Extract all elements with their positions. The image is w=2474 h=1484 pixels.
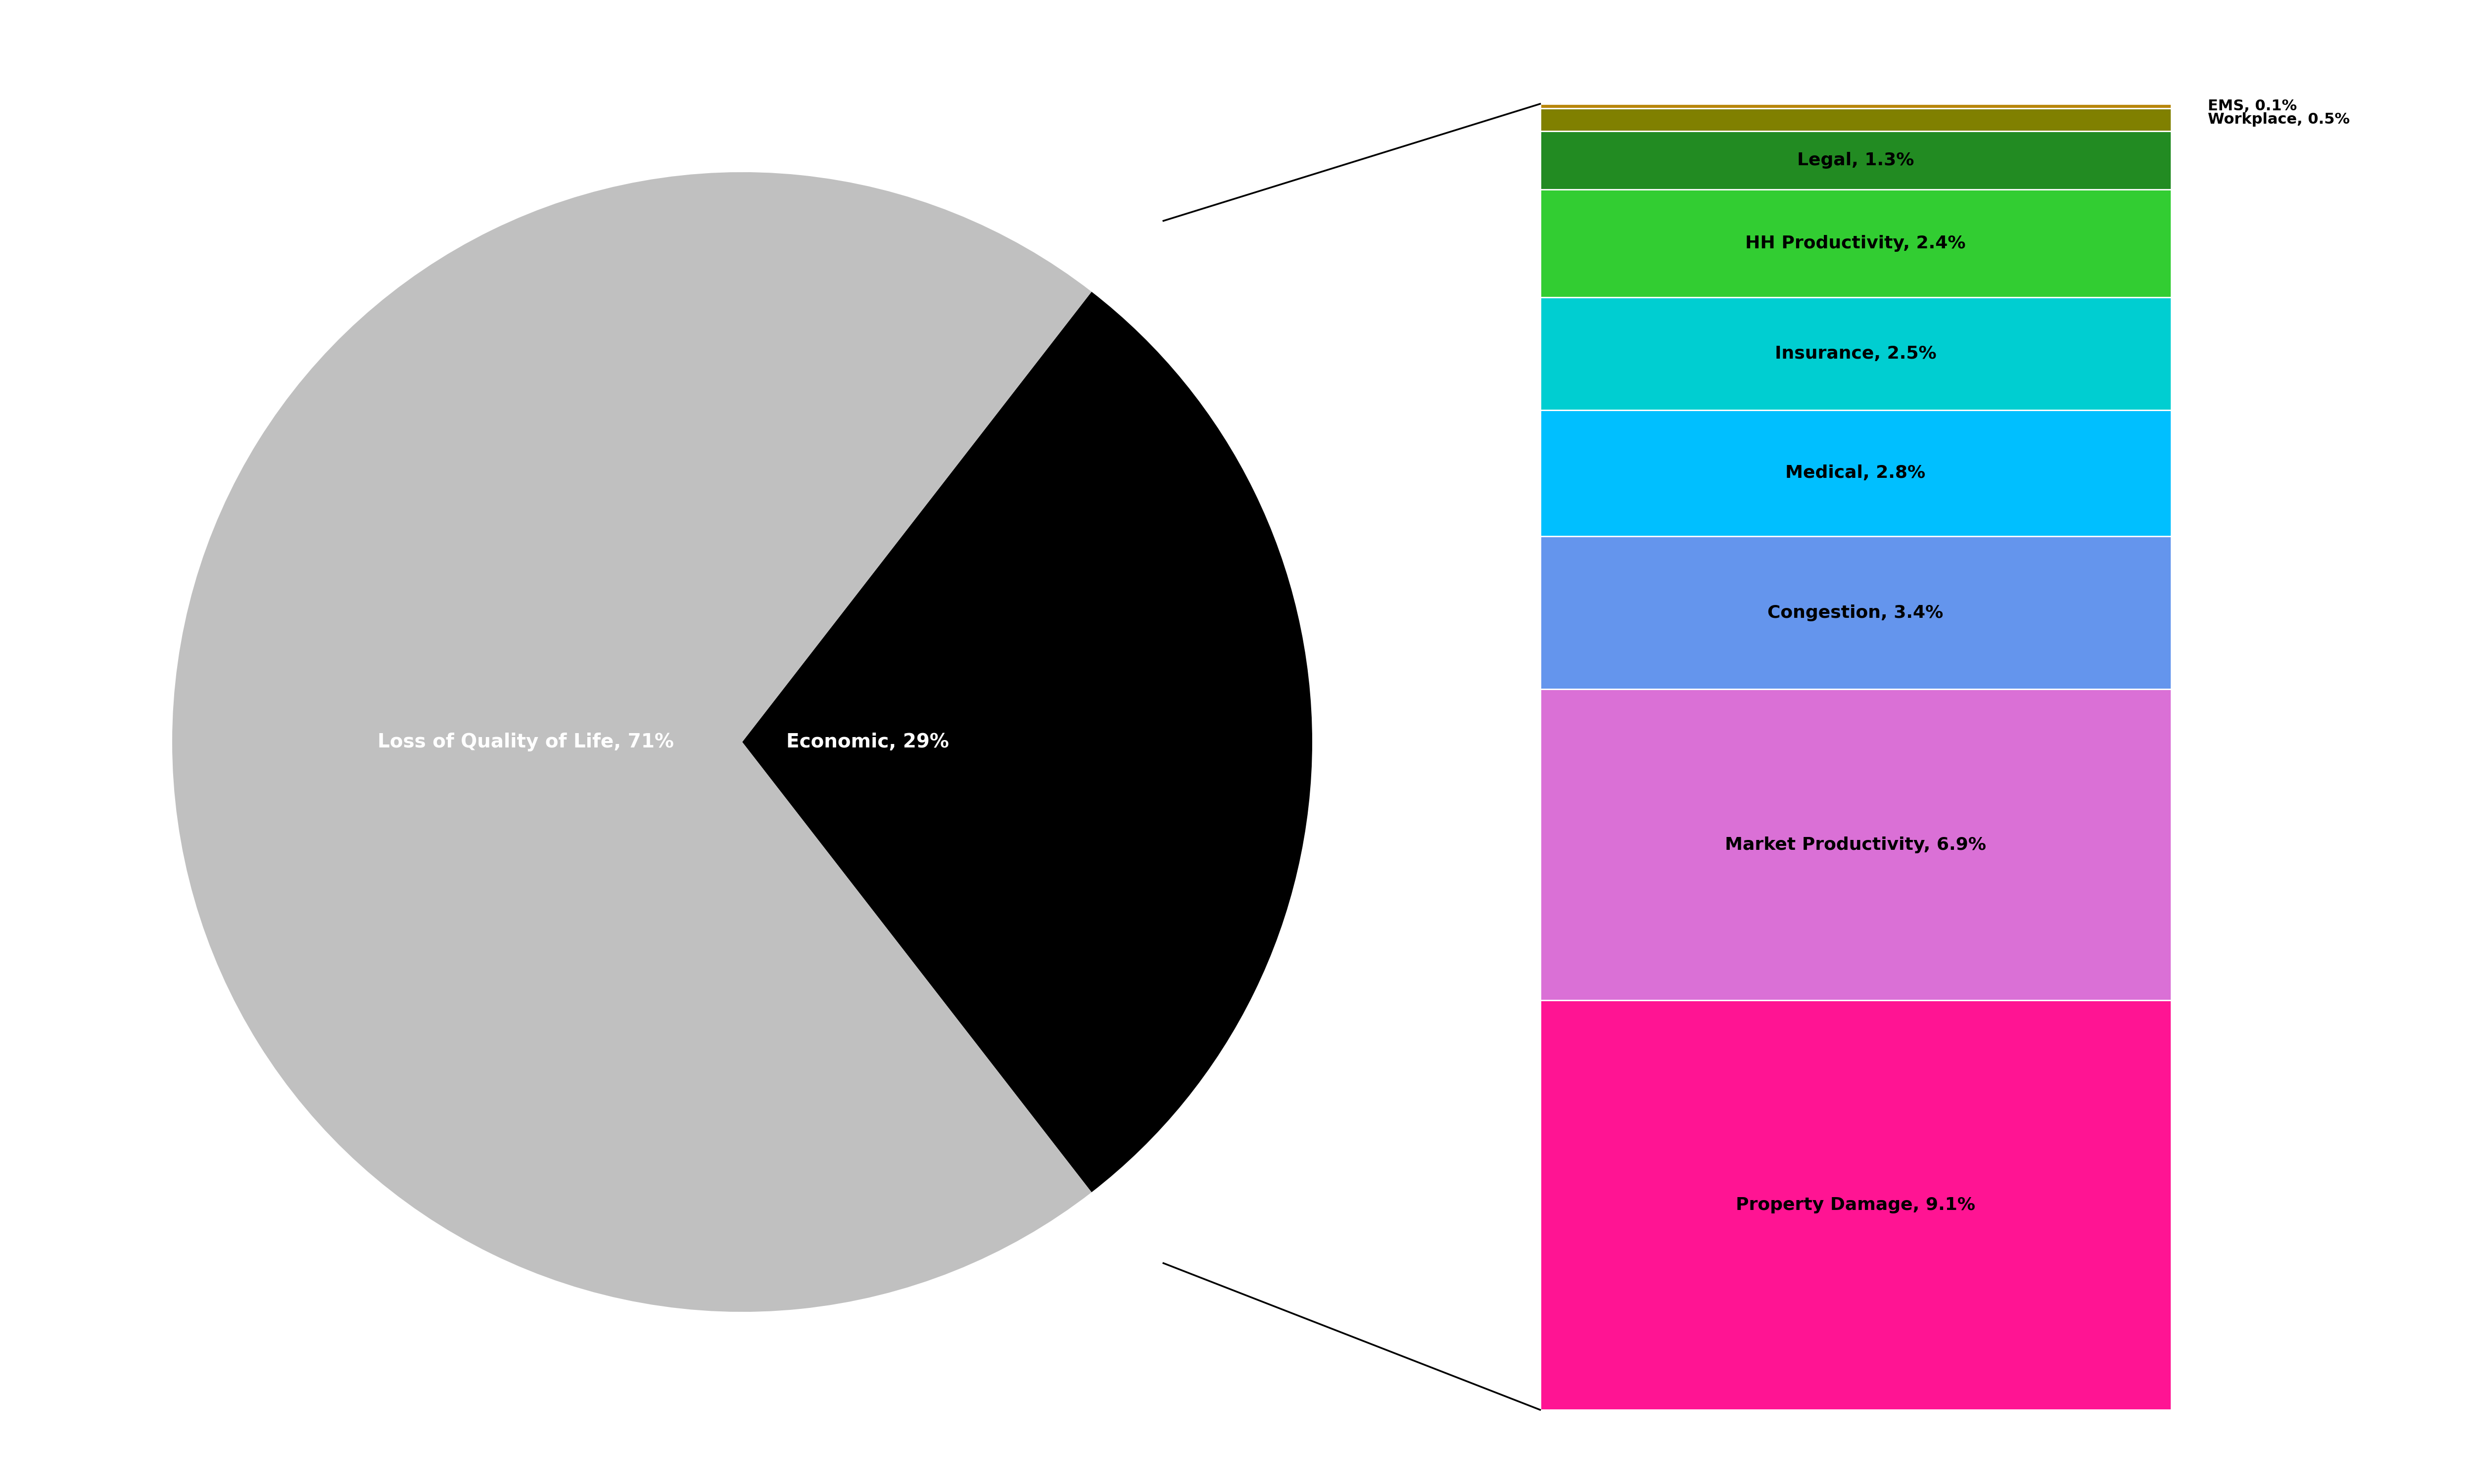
Text: Economic, 29%: Economic, 29%: [787, 733, 950, 751]
Bar: [1539, 689, 2172, 1000]
Bar: [1539, 131, 2172, 190]
Bar: [1539, 1000, 2172, 1410]
Text: Loss of Quality of Life, 71%: Loss of Quality of Life, 71%: [379, 733, 673, 751]
Wedge shape: [742, 292, 1311, 1192]
Text: Medical, 2.8%: Medical, 2.8%: [1786, 464, 1925, 481]
Bar: [1539, 108, 2172, 131]
Text: EMS, 0.1%: EMS, 0.1%: [2209, 99, 2298, 113]
Bar: [1539, 190, 2172, 297]
Bar: [1539, 297, 2172, 410]
Text: Legal, 1.3%: Legal, 1.3%: [1796, 151, 1915, 169]
Bar: [1539, 104, 2172, 108]
Bar: [1539, 410, 2172, 536]
Bar: [1539, 536, 2172, 689]
Text: Insurance, 2.5%: Insurance, 2.5%: [1774, 346, 1937, 362]
Wedge shape: [173, 172, 1091, 1312]
Text: HH Productivity, 2.4%: HH Productivity, 2.4%: [1744, 234, 1967, 252]
Text: Property Damage, 9.1%: Property Damage, 9.1%: [1737, 1196, 1974, 1214]
Text: Congestion, 3.4%: Congestion, 3.4%: [1766, 604, 1945, 622]
Text: Workplace, 0.5%: Workplace, 0.5%: [2209, 113, 2350, 126]
Text: Market Productivity, 6.9%: Market Productivity, 6.9%: [1724, 837, 1987, 853]
